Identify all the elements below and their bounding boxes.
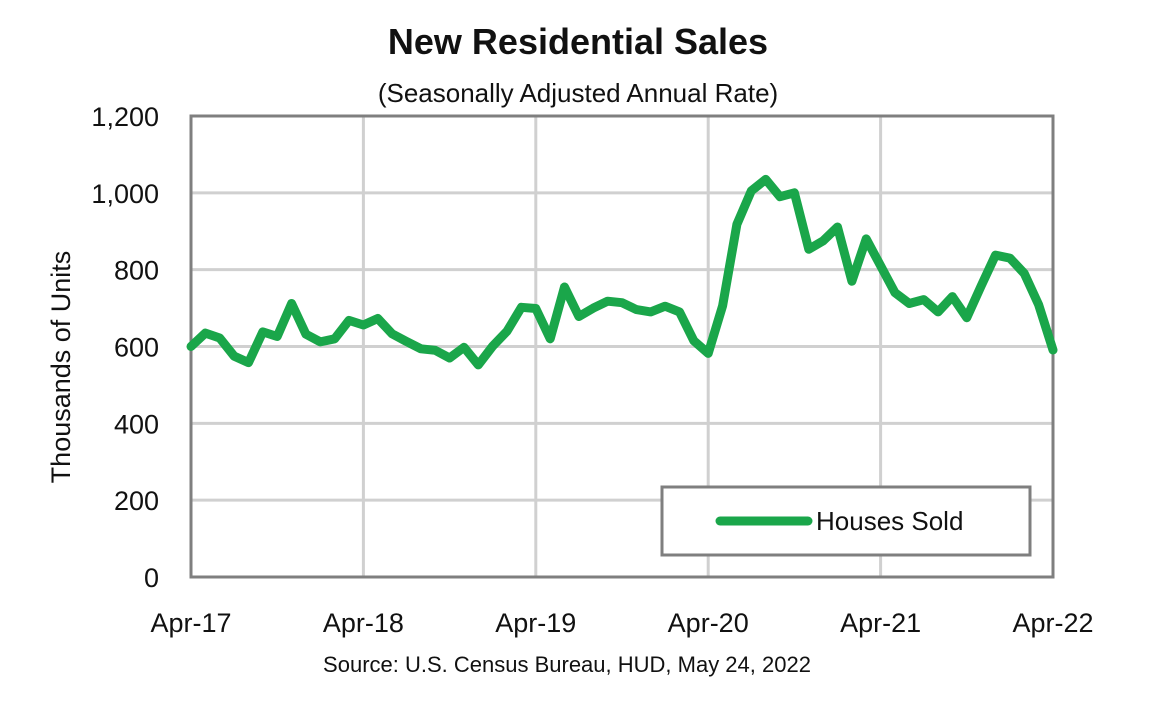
- series-line-houses-sold: [186, 174, 1058, 370]
- chart-subtitle: (Seasonally Adjusted Annual Rate): [378, 78, 778, 108]
- y-axis-label: Thousands of Units: [46, 251, 76, 484]
- legend-box: [660, 485, 1032, 557]
- y-tick-label-3: 600: [114, 333, 159, 363]
- x-tick-label-3: Apr-20: [668, 608, 749, 638]
- legend: Houses Sold: [660, 485, 1032, 557]
- x-tick-label-2: Apr-19: [495, 608, 576, 638]
- y-tick-label-0: 0: [144, 563, 159, 593]
- y-tick-labels: 0 200 400 600 800 1,000 1,200: [91, 102, 159, 593]
- y-tick-label-6: 1,200: [91, 102, 159, 132]
- source-note: Source: U.S. Census Bureau, HUD, May 24,…: [323, 652, 811, 677]
- chart-title: New Residential Sales: [388, 21, 768, 62]
- x-tick-label-0: Apr-17: [150, 608, 231, 638]
- y-tick-label-5: 1,000: [91, 179, 159, 209]
- x-tick-label-5: Apr-22: [1012, 608, 1093, 638]
- x-tick-label-1: Apr-18: [323, 608, 404, 638]
- y-tick-label-4: 800: [114, 256, 159, 286]
- x-tick-label-4: Apr-21: [840, 608, 921, 638]
- y-tick-label-1: 200: [114, 486, 159, 516]
- y-tick-label-2: 400: [114, 409, 159, 439]
- x-tick-labels: Apr-17 Apr-18 Apr-19 Apr-20 Apr-21 Apr-22: [150, 608, 1093, 638]
- legend-label-houses-sold: Houses Sold: [816, 506, 963, 536]
- y-gridlines: [191, 191, 1053, 502]
